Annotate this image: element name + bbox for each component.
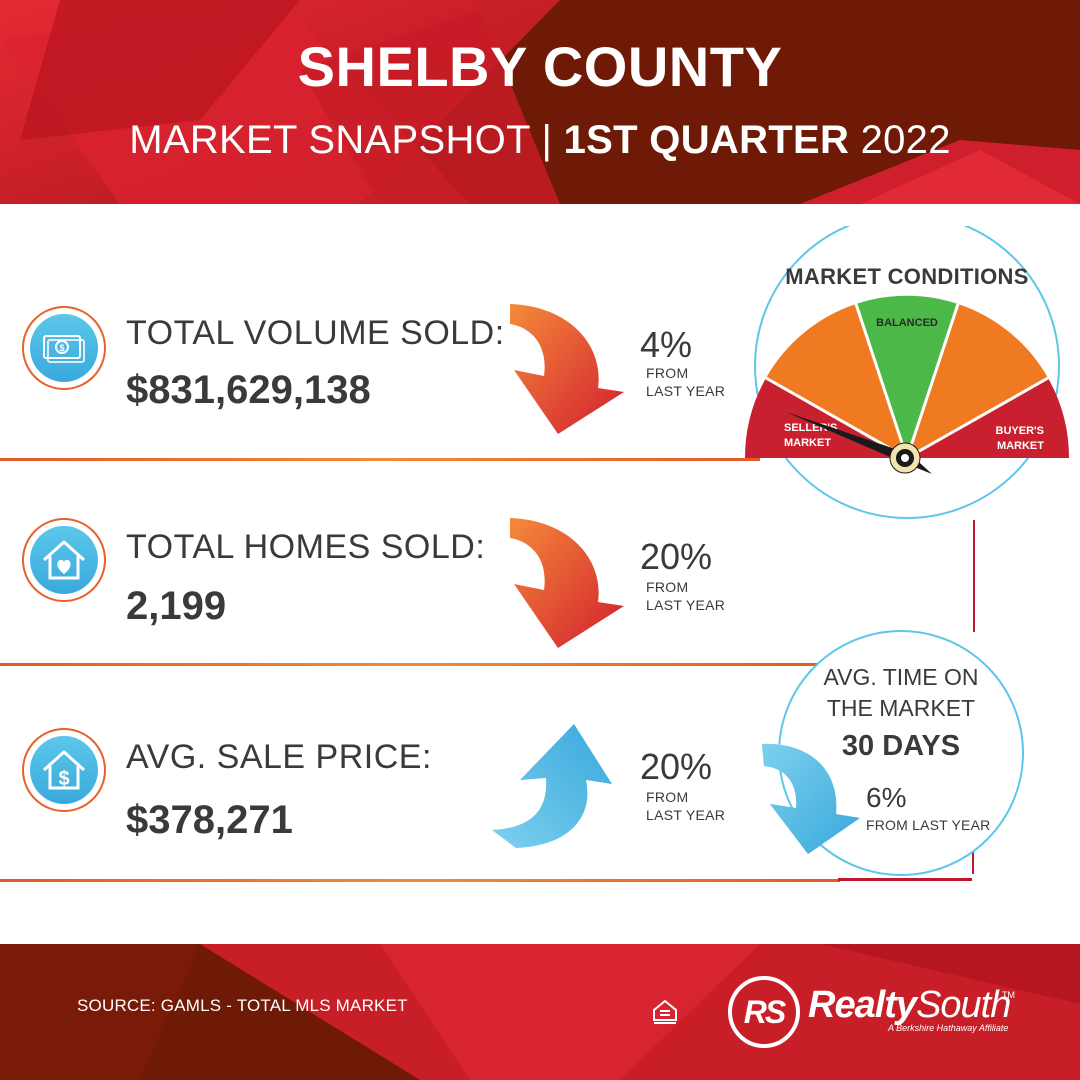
subtitle-quarter: 1ST QUARTER	[563, 118, 850, 162]
realtysouth-logo-mark: RS	[728, 976, 800, 1048]
brand-light: South	[916, 984, 1011, 1026]
time-on-market-change: 6%	[866, 782, 907, 813]
change-note-from: FROM	[646, 365, 689, 381]
logo-mark-text: RS	[743, 994, 786, 1030]
gauge-segment-orange-right	[907, 304, 1048, 458]
change-note-from: FROM	[646, 579, 689, 595]
change-note-volume: FROM LAST YEAR	[646, 364, 725, 400]
stat-value-volume: $831,629,138	[126, 368, 371, 412]
brand-bold: Realty	[808, 984, 917, 1026]
connector-line-base	[838, 878, 972, 881]
change-note-from: FROM	[646, 789, 689, 805]
brand-tagline: A Berkshire Hathaway Affiliate	[888, 1023, 1009, 1033]
gauge-label-buyers-2: MARKET	[997, 440, 1044, 452]
equal-housing-icon	[653, 999, 677, 1024]
source-text: SOURCE: GAMLS - TOTAL MLS MARKET	[77, 996, 408, 1015]
time-title-line-2: THE MARKET	[826, 695, 976, 721]
stat-label-price: AVG. SALE PRICE:	[126, 738, 432, 776]
gauge-segment-buyers	[907, 378, 1070, 458]
change-note-lastyear: LAST YEAR	[646, 597, 726, 613]
arrow-down-icon	[510, 518, 624, 648]
house-heart-icon	[22, 518, 106, 602]
stat-value-price: $378,271	[126, 798, 293, 842]
realtysouth-wordmark: RealtySouth	[808, 984, 1011, 1027]
footer-banner	[0, 944, 1080, 1080]
arrow-up-icon	[492, 724, 612, 848]
arrow-down-icon-overlay	[762, 743, 860, 854]
connector-line	[973, 520, 975, 632]
svg-text:$: $	[59, 343, 64, 353]
gauge-segment-sellers	[744, 378, 907, 458]
header-banner	[0, 0, 1080, 204]
row-divider-3	[0, 879, 840, 882]
arrow-down-icon	[510, 304, 624, 434]
house-dollar-icon: $	[22, 728, 106, 812]
page-subtitle: MARKET SNAPSHOT | 1ST QUARTER 2022	[0, 118, 1080, 163]
gauge-label-sellers-2: MARKET	[784, 437, 831, 449]
gauge-segment-balanced	[856, 295, 958, 458]
subtitle-light: MARKET SNAPSHOT |	[129, 118, 564, 162]
row-divider-1	[0, 458, 760, 461]
time-on-market-days: 30 DAYS	[841, 730, 961, 762]
gauge-label-buyers-1: BUYER'S	[996, 425, 1044, 437]
brand-trademark: TM	[1002, 990, 1015, 1000]
svg-text:$: $	[58, 768, 69, 790]
gauge-label-balanced: BALANCED	[876, 317, 938, 329]
change-pct-homes: 20%	[640, 536, 713, 577]
change-note-lastyear: LAST YEAR	[646, 807, 726, 823]
subtitle-year: 2022	[849, 118, 951, 162]
stat-value-homes: 2,199	[126, 584, 227, 628]
change-note-price: FROM LAST YEAR	[646, 788, 725, 824]
change-note-lastyear: LAST YEAR	[646, 383, 726, 399]
gauge-segment-orange-left	[766, 304, 907, 458]
time-title-line-1: AVG. TIME ON	[823, 664, 979, 690]
money-icon: $	[22, 306, 106, 390]
page-title: SHELBY COUNTY	[297, 35, 783, 98]
header-background	[0, 0, 1080, 204]
market-conditions-gauge: SELLER'S MARKET BALANCED BUYER'S MARKET	[744, 226, 1070, 519]
change-note-homes: FROM LAST YEAR	[646, 578, 725, 614]
change-pct-price: 20%	[640, 746, 713, 787]
footer-background	[0, 944, 1080, 1080]
gauge-title: MARKET CONDITIONS	[785, 264, 1029, 289]
connector-line-bottom	[972, 852, 974, 874]
time-on-market-title: AVG. TIME ON THE MARKET	[778, 662, 1024, 724]
stat-label-homes: TOTAL HOMES SOLD:	[126, 528, 486, 566]
stat-label-volume: TOTAL VOLUME SOLD:	[126, 314, 505, 352]
row-divider-2	[0, 663, 820, 666]
change-pct-volume: 4%	[640, 324, 693, 365]
time-on-market-change-note: FROM LAST YEAR	[866, 817, 991, 833]
